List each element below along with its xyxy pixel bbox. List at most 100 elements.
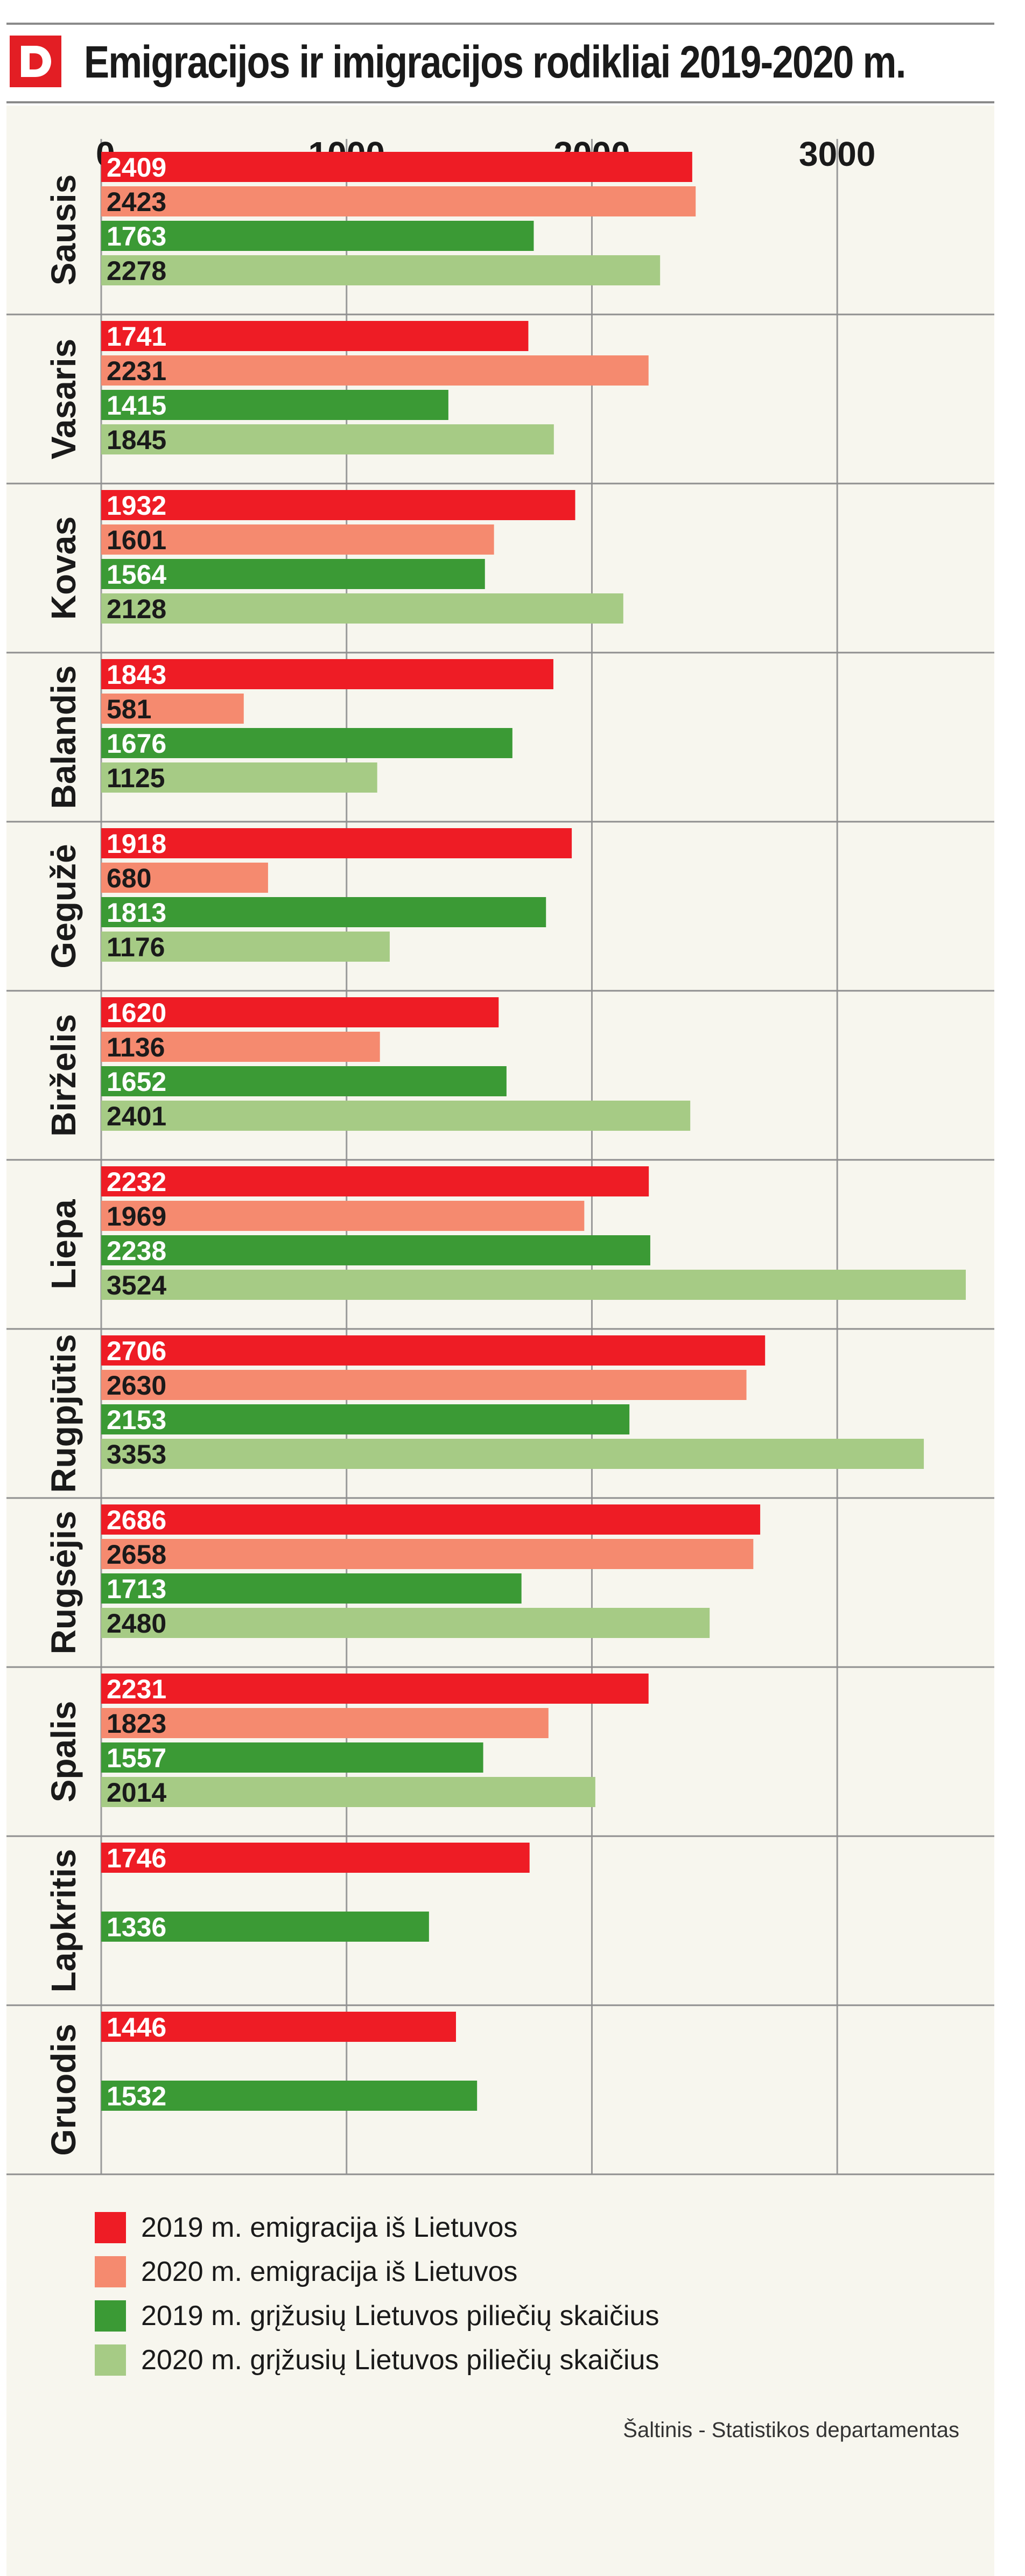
month-label: Gruodis: [44, 2024, 83, 2155]
bar: [101, 897, 546, 927]
month-label: Rugsėjis: [44, 1511, 83, 1655]
grid-layer: [6, 139, 994, 2175]
bar: [101, 1032, 380, 1062]
legend-swatch: [95, 2300, 126, 2332]
month-label: Liepa: [44, 1199, 83, 1290]
bar: [101, 1439, 924, 1469]
bar-value-label: 1415: [107, 390, 166, 421]
bars-layer: 2409 2423 1763 2278 1741 2231 1415 1845 1932 1601…: [101, 152, 966, 2111]
bar-value-label: 1763: [107, 221, 166, 251]
chart-panel: 0100020003000 24092423176322781741223114…: [6, 106, 994, 2576]
bar: [101, 1101, 691, 1131]
logo: [10, 36, 61, 87]
bar-value-label: 2153: [107, 1405, 166, 1435]
legend-swatch: [95, 2256, 126, 2287]
bar: [101, 321, 529, 351]
month-labels: Sausis Vasaris Kovas Balandis Gegužė Birželis…: [44, 174, 83, 2156]
bar-value-label: 1823: [107, 1709, 166, 1739]
bar-value-label: 1532: [107, 2081, 166, 2111]
bar: [101, 424, 554, 454]
bar: [101, 1166, 649, 1196]
header-rule-top: [6, 23, 994, 25]
bar-value-label: 2630: [107, 1370, 166, 1401]
bar-value-label: 581: [107, 694, 151, 724]
bar: [101, 997, 499, 1027]
month-label: Gegužė: [44, 844, 83, 968]
bar: [101, 863, 268, 893]
bar: [101, 1270, 966, 1300]
bar-value-label: 1136: [107, 1032, 165, 1062]
bar: [101, 255, 661, 285]
bar: [101, 1066, 507, 1096]
bar: [101, 355, 649, 386]
bar-value-label: 2686: [107, 1505, 166, 1535]
bar-value-label: 1446: [107, 2012, 166, 2042]
bar: [101, 728, 512, 758]
bar: [101, 828, 572, 858]
bar: [101, 559, 485, 589]
bar: [101, 221, 534, 251]
bar: [101, 1708, 549, 1738]
bar-value-label: 680: [107, 863, 151, 893]
legend-label: 2020 m. emigracija iš Lietuvos: [141, 2256, 517, 2287]
bar: [101, 1573, 522, 1604]
bar: [101, 659, 553, 689]
bar: [101, 152, 692, 182]
bar-value-label: 1125: [107, 763, 165, 793]
bar: [101, 1777, 595, 1807]
bar-value-label: 1741: [107, 321, 166, 352]
bar: [101, 1504, 761, 1535]
bar: [101, 593, 623, 624]
bar: [101, 390, 448, 420]
source-note: Šaltinis - Statistikos departamentas: [623, 2418, 959, 2442]
legend-swatch: [95, 2344, 126, 2376]
legend-label: 2019 m. grįžusių Lietuvos piliečių skaič…: [141, 2300, 659, 2332]
bar-value-label: 2409: [107, 152, 166, 183]
bar-value-label: 2278: [107, 256, 166, 286]
month-label: Kovas: [44, 516, 83, 620]
header-rule-bottom: [6, 101, 994, 103]
legend-label: 2020 m. grįžusių Lietuvos piliečių skaič…: [141, 2344, 659, 2376]
bar-value-label: 2014: [107, 1777, 166, 1808]
bar-value-label: 1336: [107, 1912, 166, 1942]
bar: [101, 932, 390, 962]
bar-value-label: 2128: [107, 594, 166, 624]
bar-value-label: 2231: [107, 1674, 166, 1704]
page-title: Emigracijos ir imigracijos rodikliai 201…: [84, 37, 906, 87]
bar: [101, 694, 244, 724]
month-label: Birželis: [44, 1014, 83, 1137]
bar-value-label: 1918: [107, 829, 166, 859]
bar-value-label: 2238: [107, 1236, 166, 1266]
bar: [101, 1608, 710, 1638]
month-label: Lapkritis: [44, 1849, 83, 1993]
bar: [101, 524, 494, 555]
bar: [101, 2012, 456, 2042]
bar: [101, 1335, 766, 1366]
legend: 2019 m. emigracija iš Lietuvos 2020 m. em…: [95, 2212, 659, 2376]
bar-value-label: 2401: [107, 1101, 166, 1131]
bar: [101, 1539, 754, 1569]
bar: [101, 490, 575, 520]
bar-chart: 0100020003000 24092423176322781741223114…: [6, 135, 994, 2442]
bar-value-label: 2706: [107, 1336, 166, 1366]
x-tick-label: 3000: [799, 135, 875, 173]
bar: [101, 1370, 747, 1400]
bar: [101, 1912, 429, 1942]
bar-value-label: 3353: [107, 1439, 166, 1469]
bar: [101, 1235, 650, 1265]
bar-value-label: 2658: [107, 1539, 166, 1570]
bar-value-label: 1845: [107, 425, 166, 455]
month-label: Rugpjūtis: [44, 1334, 83, 1493]
bar-value-label: 1969: [107, 1201, 166, 1231]
bar-value-label: 1932: [107, 491, 166, 521]
bar-value-label: 1813: [107, 898, 166, 928]
bar-value-label: 2480: [107, 1608, 166, 1639]
bar: [101, 1742, 483, 1773]
month-label: Sausis: [44, 174, 83, 285]
bar-value-label: 2423: [107, 187, 166, 217]
bar: [101, 2081, 478, 2111]
month-label: Balandis: [44, 666, 83, 809]
bar-value-label: 3524: [107, 1270, 166, 1300]
bar-value-label: 1713: [107, 1574, 166, 1604]
bar: [101, 1674, 649, 1704]
